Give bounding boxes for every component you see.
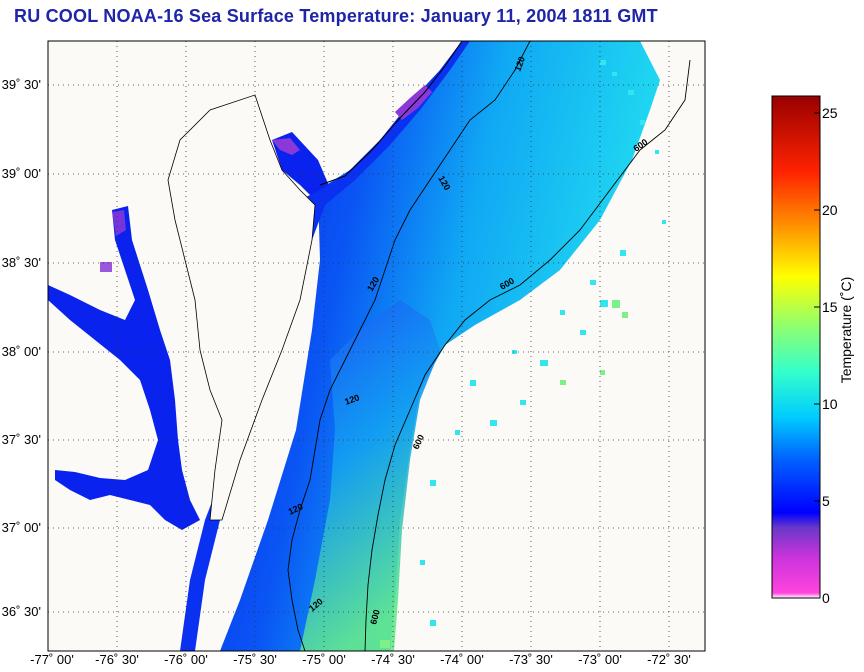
graticule — [48, 41, 705, 651]
map-frame — [47, 40, 706, 652]
lon-label: -72˚ 30' — [647, 652, 691, 667]
colorbar-tick-label: 5 — [822, 493, 830, 509]
chesapeake-bay — [48, 206, 200, 530]
contour-label-600-d: 600 — [368, 608, 382, 625]
lat-label: 37˚ 30' — [1, 432, 41, 447]
new-jersey-coastline — [319, 41, 463, 186]
lat-label: 39˚ 30' — [1, 77, 41, 92]
contour-label-120-d: 120 — [343, 392, 361, 407]
lon-label: -73˚ 30' — [509, 652, 553, 667]
map-layers: 120 120 120 120 120 120 600 600 600 600 — [48, 41, 705, 651]
colorbar-title: Temperature (˚C) — [838, 276, 854, 384]
warm-speckle-pixels — [380, 300, 628, 648]
lon-label: -77˚ 00' — [30, 652, 74, 667]
lon-label: -76˚ 30' — [95, 652, 139, 667]
colorbar-tick-label: 25 — [822, 105, 838, 121]
delaware-bay-cold-edge — [272, 138, 300, 155]
lon-label: -74˚ 00' — [440, 652, 484, 667]
chesapeake-cold-shallows — [100, 210, 126, 272]
lat-label: 37˚ 00' — [1, 520, 41, 535]
lat-label: 38˚ 30' — [1, 255, 41, 270]
lon-label: -76˚ 00' — [164, 652, 208, 667]
contour-label-120-a: 120 — [512, 55, 527, 73]
lon-label: -75˚ 00' — [302, 652, 346, 667]
lat-label: 36˚ 30' — [1, 604, 41, 619]
colorbar-tick-label: 0 — [822, 590, 830, 606]
delmarva-peninsula — [167, 94, 316, 521]
map-title: RU COOL NOAA-16 Sea Surface Temperature:… — [14, 6, 658, 26]
colorbar — [771, 95, 821, 599]
cloud-edge-pixels — [420, 60, 666, 626]
lat-label: 38˚ 00' — [1, 344, 41, 359]
colorbar-tick-label: 20 — [822, 202, 838, 218]
lon-label: -74˚ 30' — [371, 652, 415, 667]
colorbar-tick-label: 15 — [822, 299, 838, 315]
shelf-edge-warm-water — [300, 300, 440, 651]
lon-label: -75˚ 30' — [233, 652, 277, 667]
lat-label: 39˚ 00' — [1, 166, 41, 181]
lon-label: -73˚ 00' — [578, 652, 622, 667]
colorbar-ticks — [814, 112, 820, 599]
isobath-120m — [287, 41, 531, 651]
colorbar-tick-label: 10 — [822, 396, 838, 412]
isobath-600m — [364, 59, 691, 651]
